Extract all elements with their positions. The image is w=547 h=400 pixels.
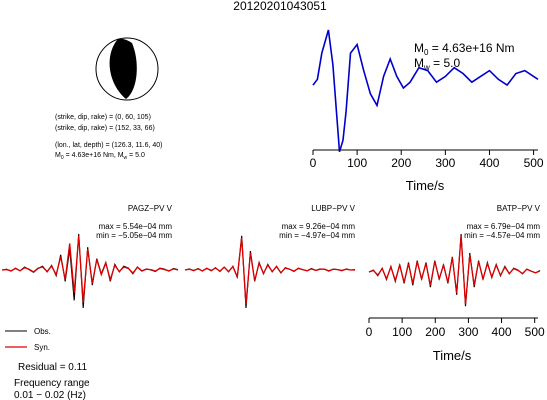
stf-x-ticks: 0 100 200 300 400 500	[310, 150, 544, 170]
mechanism-line-3: (lon., lat, depth) = (126.3, 11.6, 40)	[55, 142, 162, 149]
station-max: max = 6.79e−04 mm	[467, 222, 541, 231]
stf-m0-annotation: M0 = 4.63e+16 Nm	[414, 41, 515, 57]
mechanism-line-1: (strike, dip, rake) = (0, 60, 105)	[55, 114, 151, 121]
stf-x-label: Time/s	[406, 178, 445, 193]
station-panel: PAGZ−PV V max = 5.54e−04 mm min = −5.05e…	[96, 204, 172, 240]
stf-x-tick-label: 100	[347, 156, 367, 170]
mechanism-moment-line: M0 = 4.63e+16 Nm, Mw = 5.0	[55, 152, 145, 161]
mechanism-info: (strike, dip, rake) = (0, 60, 105) (stri…	[55, 114, 162, 161]
stf-plot: 0 100 200 300 400 500 Time/s M0 = 4.63e+16 Nm…	[310, 29, 544, 193]
station-x-tick-label: 0	[366, 325, 373, 339]
residual-text: Residual = 0.11	[18, 362, 87, 373]
station-min: min = −4.57e−04 mm	[464, 231, 540, 240]
station-x-label: Time/s	[433, 348, 472, 363]
station-min: min = −4.97e−04 mm	[279, 231, 355, 240]
stf-series-line	[312, 29, 539, 153]
station-max: max = 5.54e−04 mm	[99, 222, 173, 231]
station-panel: BATP−PV V max = 6.79e−04 mm min = −4.57e…	[464, 204, 540, 240]
station-name: LUBP−PV V	[311, 204, 355, 213]
station-min: min = −5.05e−04 mm	[96, 231, 172, 240]
synthetic-waveform	[368, 235, 541, 305]
frequency-title: Frequency range	[14, 378, 90, 389]
stf-x-tick-label: 200	[391, 156, 411, 170]
stf-x-tick-label: 400	[479, 156, 499, 170]
legend-obs-label: Obs.	[34, 327, 51, 336]
stf-x-tick-label: 500	[524, 156, 544, 170]
station-max: max = 9.26e−04 mm	[282, 222, 356, 231]
stf-x-tick-label: 300	[435, 156, 455, 170]
station-x-axis: 0 100 200 300 400 500 Time/s	[366, 317, 545, 363]
station-x-tick-label: 400	[492, 325, 512, 339]
mechanism-line-2: (strike, dip, rake) = (152, 33, 66)	[55, 125, 155, 132]
legend: Obs. Syn.	[5, 327, 51, 352]
legend-syn-label: Syn.	[34, 343, 50, 352]
station-x-tick-label: 200	[425, 325, 445, 339]
station-name: PAGZ−PV V	[128, 204, 173, 213]
station-x-tick-label: 100	[392, 325, 412, 339]
beachball	[95, 37, 159, 101]
observed-waveform	[184, 235, 356, 309]
stf-mw-annotation: Mw = 5.0	[414, 56, 460, 72]
frequency-value: 0.01 − 0.02 (Hz)	[14, 390, 86, 400]
station-x-tick-label: 300	[458, 325, 478, 339]
stf-x-tick-label: 0	[310, 156, 317, 170]
synthetic-waveform	[1, 235, 179, 303]
figure-title: 20120201043051	[233, 0, 327, 13]
station-name: BATP−PV V	[497, 204, 541, 213]
station-panel: LUBP−PV V max = 9.26e−04 mm min = −4.97e…	[279, 204, 355, 240]
station-panels: PAGZ−PV V max = 5.54e−04 mm min = −5.05e…	[1, 204, 541, 309]
station-x-tick-label: 500	[525, 325, 545, 339]
synthetic-waveform	[184, 237, 355, 305]
